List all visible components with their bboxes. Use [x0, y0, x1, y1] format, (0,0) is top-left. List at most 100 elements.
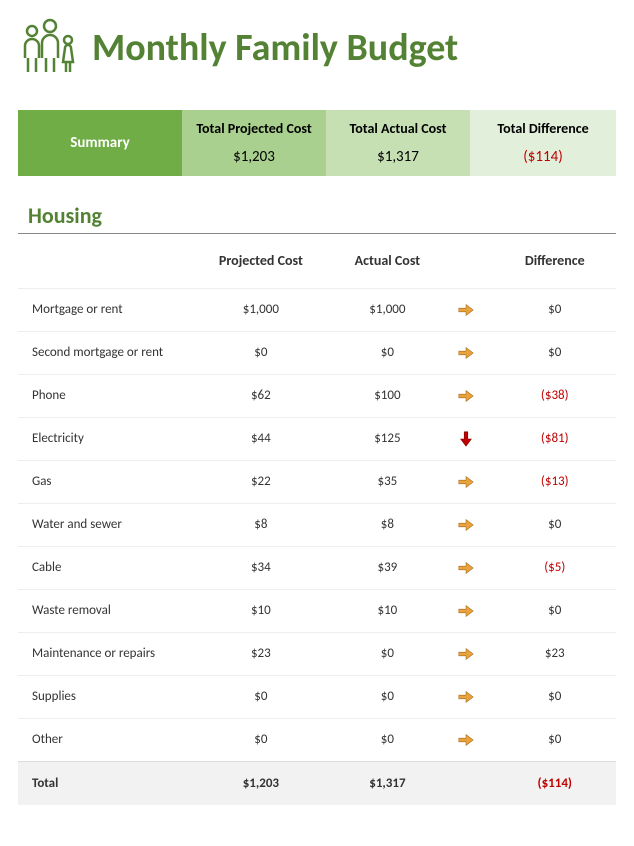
row-actual: $8 — [324, 503, 451, 546]
row-actual: $125 — [324, 417, 451, 460]
total-projected: $1,203 — [198, 761, 325, 805]
row-actual: $1,000 — [324, 288, 451, 331]
row-actual: $10 — [324, 589, 451, 632]
row-difference: $0 — [494, 503, 616, 546]
row-actual: $100 — [324, 374, 451, 417]
summary-projected-header: Total Projected Cost — [196, 120, 311, 138]
family-icon — [18, 18, 78, 78]
row-actual: $35 — [324, 460, 451, 503]
table-row: Other$0$0$0 — [18, 718, 616, 761]
summary-difference-value: ($114) — [523, 148, 563, 166]
table-row: Second mortgage or rent$0$0$0 — [18, 331, 616, 374]
row-actual: $0 — [324, 632, 451, 675]
row-projected: $44 — [198, 417, 325, 460]
row-projected: $23 — [198, 632, 325, 675]
row-trend-icon — [451, 718, 494, 761]
arrow-right-icon — [457, 731, 486, 749]
summary-difference-header: Total Difference — [497, 120, 588, 138]
row-actual: $0 — [324, 675, 451, 718]
arrow-right-icon — [457, 602, 486, 620]
row-label: Maintenance or repairs — [18, 632, 198, 675]
row-trend-icon — [451, 589, 494, 632]
row-difference: $0 — [494, 675, 616, 718]
arrow-right-icon — [457, 473, 486, 491]
arrow-right-icon — [457, 301, 486, 319]
section-title: Housing — [28, 202, 616, 229]
col-difference: Difference — [494, 233, 616, 288]
arrow-right-icon — [457, 387, 486, 405]
row-difference: ($38) — [494, 374, 616, 417]
page-title: Monthly Family Budget — [92, 25, 458, 71]
row-trend-icon — [451, 632, 494, 675]
total-difference: ($114) — [494, 761, 616, 805]
row-actual: $0 — [324, 331, 451, 374]
row-trend-icon — [451, 675, 494, 718]
summary-actual-header: Total Actual Cost — [350, 120, 447, 138]
arrow-right-icon — [457, 559, 486, 577]
row-projected: $8 — [198, 503, 325, 546]
table-row: Waste removal$10$10$0 — [18, 589, 616, 632]
budget-table: Projected Cost Actual Cost Difference Mo… — [18, 233, 616, 805]
row-difference: ($5) — [494, 546, 616, 589]
summary-actual: Total Actual Cost $1,317 — [326, 110, 470, 176]
row-label: Gas — [18, 460, 198, 503]
row-label: Water and sewer — [18, 503, 198, 546]
table-row: Phone$62$100 ($38) — [18, 374, 616, 417]
row-difference: $0 — [494, 331, 616, 374]
table-row: Maintenance or repairs$23$0$23 — [18, 632, 616, 675]
row-projected: $0 — [198, 718, 325, 761]
row-difference: ($13) — [494, 460, 616, 503]
col-actual: Actual Cost — [324, 233, 451, 288]
table-row: Mortgage or rent$1,000$1,000$0 — [18, 288, 616, 331]
row-trend-icon — [451, 546, 494, 589]
table-row: Electricity$44$125 ($81) — [18, 417, 616, 460]
row-trend-icon — [451, 331, 494, 374]
row-trend-icon — [451, 417, 494, 460]
row-projected: $1,000 — [198, 288, 325, 331]
row-difference: $23 — [494, 632, 616, 675]
row-actual: $39 — [324, 546, 451, 589]
row-trend-icon — [451, 374, 494, 417]
total-row: Total $1,203 $1,317 ($114) — [18, 761, 616, 805]
table-row: Water and sewer$8$8$0 — [18, 503, 616, 546]
row-trend-icon — [451, 460, 494, 503]
arrow-right-icon — [457, 645, 486, 663]
row-difference: ($81) — [494, 417, 616, 460]
row-label: Waste removal — [18, 589, 198, 632]
row-trend-icon — [451, 503, 494, 546]
row-label: Cable — [18, 546, 198, 589]
row-projected: $22 — [198, 460, 325, 503]
row-label: Supplies — [18, 675, 198, 718]
row-label: Phone — [18, 374, 198, 417]
summary-projected: Total Projected Cost $1,203 — [182, 110, 326, 176]
total-label: Total — [18, 761, 198, 805]
table-header-row: Projected Cost Actual Cost Difference — [18, 233, 616, 288]
row-projected: $34 — [198, 546, 325, 589]
table-row: Supplies$0$0$0 — [18, 675, 616, 718]
table-row: Cable$34$39 ($5) — [18, 546, 616, 589]
row-trend-icon — [451, 288, 494, 331]
header: Monthly Family Budget — [18, 18, 616, 78]
summary-actual-value: $1,317 — [377, 148, 419, 166]
row-projected: $10 — [198, 589, 325, 632]
row-projected: $0 — [198, 331, 325, 374]
arrow-right-icon — [457, 688, 486, 706]
summary-projected-value: $1,203 — [233, 148, 275, 166]
row-label: Mortgage or rent — [18, 288, 198, 331]
arrow-right-icon — [457, 516, 486, 534]
summary-label: Summary — [18, 110, 182, 176]
col-projected: Projected Cost — [198, 233, 325, 288]
row-difference: $0 — [494, 718, 616, 761]
row-difference: $0 — [494, 589, 616, 632]
table-row: Gas$22$35 ($13) — [18, 460, 616, 503]
row-actual: $0 — [324, 718, 451, 761]
row-label: Other — [18, 718, 198, 761]
arrow-down-icon — [457, 430, 486, 448]
row-difference: $0 — [494, 288, 616, 331]
row-label: Electricity — [18, 417, 198, 460]
row-projected: $0 — [198, 675, 325, 718]
summary-difference: Total Difference ($114) — [470, 110, 616, 176]
row-label: Second mortgage or rent — [18, 331, 198, 374]
total-actual: $1,317 — [324, 761, 451, 805]
row-projected: $62 — [198, 374, 325, 417]
